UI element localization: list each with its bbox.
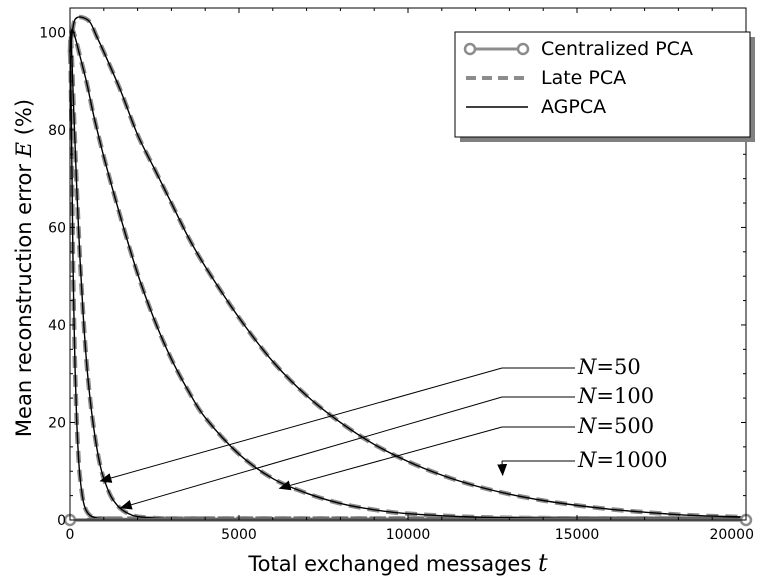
- annotation-arrow-n1000: [497, 460, 508, 477]
- annotation-variable: N: [577, 414, 597, 438]
- y-tick-label: 60: [48, 220, 66, 236]
- x-axis-title: Total exchanged messages t: [247, 549, 548, 577]
- x-axis-ticks: 0 5000 10000 15000 20000: [66, 8, 754, 543]
- y-tick-label: 20: [48, 415, 66, 431]
- annotation-variable: N: [577, 384, 597, 408]
- x-tick-label: 5000: [221, 527, 257, 543]
- y-axis-variable: E: [12, 142, 36, 158]
- legend-marker-left: [463, 42, 477, 56]
- y-axis-label: Mean reconstruction error: [12, 164, 36, 437]
- x-tick-label: 0: [66, 527, 75, 543]
- annotation-equals: =: [596, 384, 614, 408]
- annotation-value: 50: [614, 355, 641, 379]
- annotation-label-n50: N=50: [577, 355, 641, 379]
- y-tick-label: 0: [57, 513, 66, 529]
- annotation-arrow-n500: [278, 426, 503, 491]
- legend-label-centralized-pca: Centralized PCA: [541, 38, 693, 60]
- x-axis-variable: t: [538, 549, 548, 577]
- agpca-curve-n1000: [69, 16, 747, 518]
- y-axis-unit: (%): [12, 99, 36, 135]
- annotation-value: 1000: [614, 448, 667, 472]
- annotation-arrow-n50: [99, 367, 503, 483]
- y-tick-label: 80: [48, 123, 66, 139]
- y-axis-title: Mean reconstruction error E (%): [12, 99, 36, 437]
- y-axis-ticks: 0 20 40 60 80 100: [39, 25, 746, 529]
- legend: Centralized PCA Late PCA AGPCA: [454, 31, 755, 142]
- x-tick-label: 10000: [386, 527, 431, 543]
- y-tick-label: 100: [39, 25, 66, 41]
- annotation-arrow-n100: [119, 396, 503, 510]
- x-tick-label: 20000: [709, 527, 754, 543]
- annotation-variable: N: [577, 448, 597, 472]
- legend-label-agpca: AGPCA: [541, 96, 606, 118]
- x-axis-label: Total exchanged messages: [247, 552, 531, 576]
- legend-marker-right: [516, 42, 530, 56]
- agpca-curve-n500: [69, 28, 747, 520]
- legend-entry-centralized-pca: Centralized PCA: [463, 38, 693, 60]
- legend-entry-late-pca: Late PCA: [466, 67, 626, 89]
- legend-entry-agpca: AGPCA: [466, 96, 606, 118]
- annotation-equals: =: [596, 448, 614, 472]
- annotation-label-n1000: N=1000: [577, 448, 667, 472]
- annotation-equals: =: [596, 355, 614, 379]
- legend-label-late-pca: Late PCA: [541, 67, 626, 89]
- annotation-equals: =: [596, 414, 614, 438]
- x-tick-label: 15000: [555, 527, 600, 543]
- annotation-value: 100: [614, 384, 654, 408]
- y-tick-label: 40: [48, 318, 66, 334]
- annotation-label-n100: N=100: [577, 384, 654, 408]
- annotation-variable: N: [577, 355, 597, 379]
- annotation-label-n500: N=500: [577, 414, 654, 438]
- annotation-value: 500: [614, 414, 654, 438]
